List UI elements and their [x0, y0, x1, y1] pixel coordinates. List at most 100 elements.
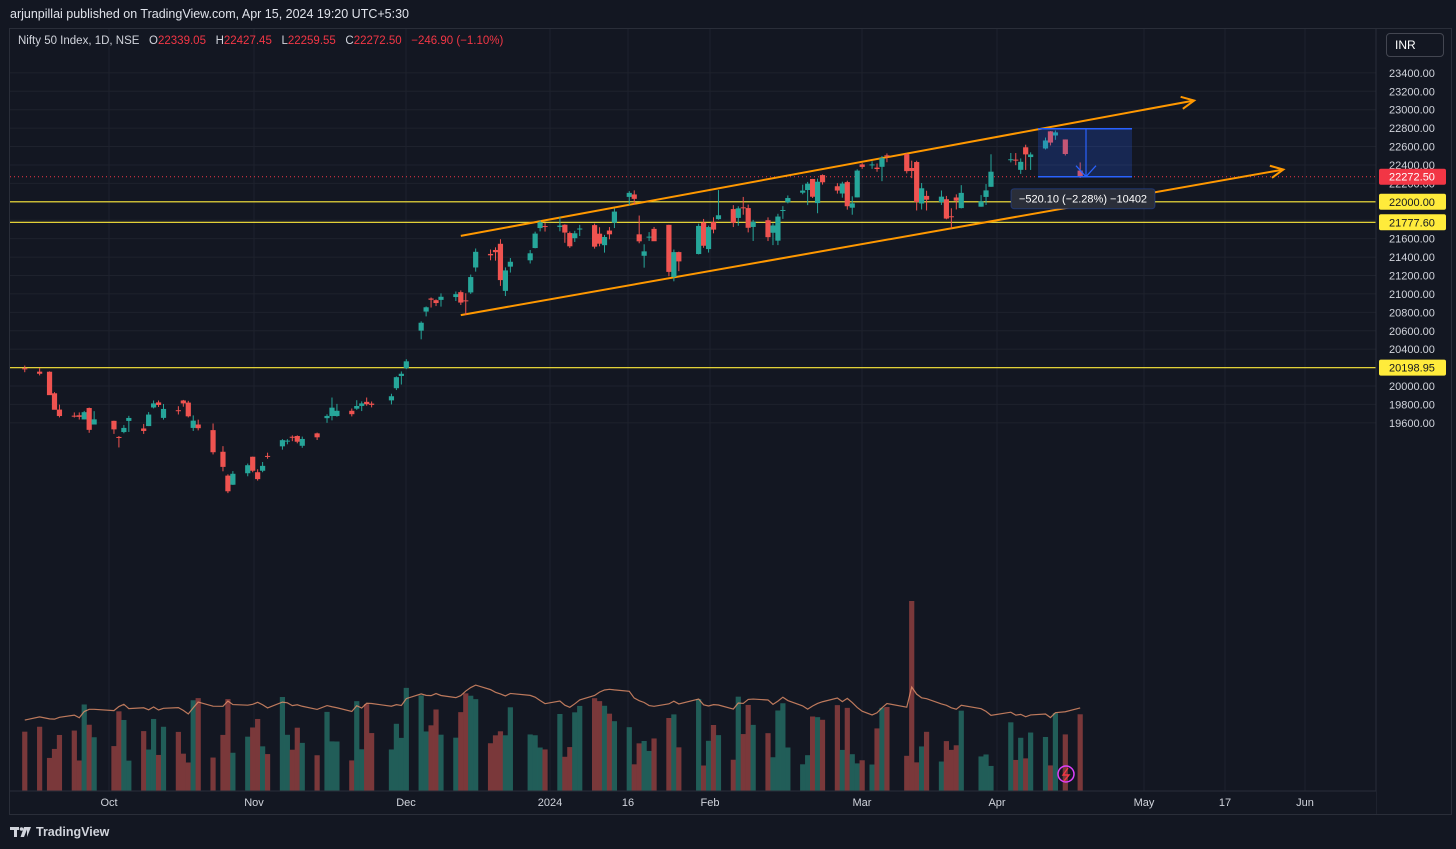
volume-bar: [46, 757, 53, 791]
volume-bar: [572, 712, 578, 791]
volume-bar: [844, 707, 850, 791]
volume-bar: [1077, 714, 1083, 791]
candle-body: [785, 198, 791, 203]
candle-body: [765, 220, 771, 238]
candle-body: [800, 190, 806, 193]
legend-open: 22339.05: [158, 35, 206, 47]
candle-body: [904, 154, 910, 172]
y-axis-tick-label: 20400.00: [1389, 344, 1435, 356]
candle-body: [329, 407, 335, 417]
candle-body: [750, 221, 756, 227]
volume-bar: [775, 710, 781, 791]
candle-body: [919, 188, 925, 204]
channel-lower-line[interactable]: [460, 168, 1284, 317]
volume-bar: [1018, 737, 1024, 791]
volume-bar: [537, 747, 543, 791]
candle-body: [76, 415, 82, 417]
candle-body: [983, 190, 989, 197]
candle-body: [938, 196, 945, 203]
candle-body: [646, 236, 652, 238]
candle-body: [190, 420, 196, 428]
volume-bar: [988, 765, 994, 791]
currency-button[interactable]: INR: [1386, 33, 1444, 57]
candle-body: [150, 403, 157, 408]
level-price-badge: [1379, 214, 1446, 231]
candle-body: [423, 307, 429, 312]
x-axis-tick-label: Dec: [396, 797, 416, 809]
volume-bar: [983, 754, 989, 791]
volume-bar: [195, 698, 201, 791]
volume-bar: [943, 741, 949, 791]
volume-bar: [364, 704, 370, 791]
candle-body: [909, 168, 915, 171]
volume-bar: [557, 713, 563, 791]
volume-bar: [854, 763, 860, 791]
candle-body: [354, 405, 360, 409]
candle-body: [874, 167, 880, 170]
volume-bar: [126, 760, 132, 791]
volume-bar: [393, 723, 399, 791]
level-price-label: 20198.95: [1389, 363, 1435, 375]
candle-body: [1023, 147, 1029, 155]
candle-body: [393, 377, 399, 389]
candle-body: [403, 361, 409, 369]
volume-bar: [884, 706, 890, 791]
volume-bar: [948, 749, 954, 791]
candle-body: [185, 402, 191, 417]
current-price-badge: [1379, 168, 1446, 185]
candle-body: [775, 216, 781, 241]
measure-label-box: [1010, 188, 1156, 210]
volume-bar: [527, 734, 533, 791]
volume-bar: [1042, 736, 1049, 791]
volume-bar: [418, 695, 424, 791]
candle-body: [388, 396, 395, 401]
candle-body: [220, 451, 226, 467]
candle-body: [849, 203, 855, 208]
volume-bar: [958, 710, 964, 791]
candle-body: [81, 412, 87, 420]
chart-canvas[interactable]: −520.10 (−2.28%) −10402 23400.00 23200.00 2…: [10, 29, 1451, 814]
volume-bar: [51, 748, 58, 791]
volume-bar: [160, 726, 167, 791]
y-axis-tick-label: 21400.00: [1389, 252, 1435, 264]
volume-bar: [651, 738, 657, 791]
y-axis-tick-label: 23200.00: [1389, 86, 1435, 98]
chart-pane[interactable]: −520.10 (−2.28%) −10402 23400.00 23200.00 2…: [9, 28, 1452, 815]
volume-bar: [909, 601, 915, 791]
channel-upper-line[interactable]: [460, 99, 1195, 237]
legend-high-label: H: [215, 35, 224, 47]
measure-box[interactable]: [1038, 128, 1132, 177]
volume-bar: [596, 701, 603, 791]
volume-bar: [255, 718, 261, 791]
volume-bar: [701, 765, 707, 791]
y-axis-tick-label: 19600.00: [1389, 418, 1435, 430]
price-scale[interactable]: [1376, 29, 1451, 814]
candle-body: [418, 322, 424, 331]
volume-bar: [81, 704, 87, 791]
volume-bar: [1052, 713, 1059, 791]
time-scale[interactable]: [10, 791, 1376, 814]
x-axis-tick-label: Nov: [244, 797, 264, 809]
candle-body: [260, 465, 266, 471]
volume-bar: [626, 727, 632, 791]
tradingview-logo[interactable]: TradingView: [10, 825, 109, 839]
replay-lightning-icon[interactable]: [1057, 765, 1075, 783]
x-axis-tick-label: Apr: [988, 797, 1005, 809]
volume-bar: [354, 701, 360, 791]
candle-body: [56, 409, 63, 417]
candle-body: [146, 414, 152, 427]
volume-bar: [978, 756, 984, 791]
volume-ma-line: [24, 684, 1081, 721]
candle-body: [502, 270, 508, 291]
volume-bar: [210, 757, 216, 791]
candle-body: [359, 403, 365, 406]
volume-bar: [497, 731, 504, 791]
candle-body: [527, 253, 533, 261]
volume-bar: [314, 755, 320, 791]
volume-bar: [562, 756, 568, 791]
volume-bar: [770, 757, 776, 791]
volume-bar: [111, 746, 117, 791]
volume-bar: [71, 730, 77, 791]
legend-high: 22427.45: [223, 35, 272, 47]
volume-bar: [116, 711, 122, 791]
